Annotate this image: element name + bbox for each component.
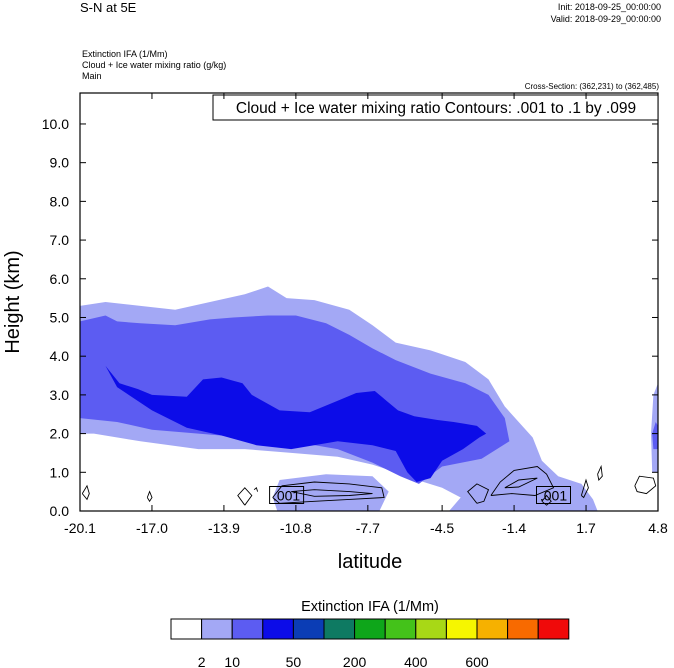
colorbar-box-0 bbox=[170, 618, 203, 640]
contour-line-0-5 bbox=[291, 489, 373, 497]
init-time: Init: 2018-09-25_00:00:00 bbox=[557, 2, 661, 12]
x-tick-label-8: 4.8 bbox=[648, 520, 668, 536]
contour-line-0-0 bbox=[81, 484, 90, 501]
colorbar-box-4 bbox=[292, 618, 325, 640]
colorbar-label-2: 50 bbox=[286, 654, 302, 668]
valid-time: Valid: 2018-09-29_00:00:00 bbox=[550, 14, 661, 24]
chart-title: Cloud + Ice water mixing ratio Contours:… bbox=[236, 100, 636, 117]
x-tick-label-2: -13.9 bbox=[208, 520, 240, 536]
colorbar-box-11 bbox=[507, 618, 539, 640]
contour-labels: .001 .001 bbox=[269, 486, 571, 504]
colorbar-label-0: 2 bbox=[198, 654, 206, 668]
colorbar-title: Extinction IFA (1/Mm) bbox=[301, 599, 439, 615]
fill-level-10-region-1 bbox=[652, 422, 658, 450]
contour-label-0: .001 bbox=[273, 488, 300, 504]
field-line-main: Main bbox=[82, 71, 102, 81]
colorbar-label-4: 400 bbox=[404, 654, 428, 668]
y-tick-label-1: 1.0 bbox=[50, 464, 70, 480]
y-tick-label-9: 9.0 bbox=[50, 155, 70, 171]
y-axis-label: Height (km) bbox=[2, 250, 24, 353]
x-tick-label-5: -4.5 bbox=[430, 520, 454, 536]
x-tick-label-3: -10.8 bbox=[280, 520, 312, 536]
contour-line-0-1 bbox=[146, 490, 153, 503]
contour-line-0-6 bbox=[467, 483, 490, 504]
colorbar-box-7 bbox=[384, 618, 417, 640]
contour-lines bbox=[81, 464, 657, 506]
colorbar: Extinction IFA (1/Mm) 2 10 50 200 400 600 bbox=[170, 599, 570, 668]
main-title: S-N at 5E bbox=[80, 0, 137, 15]
contour-label-box-1 bbox=[536, 486, 571, 504]
contour-label-box-0 bbox=[269, 486, 305, 504]
colorbar-box-3 bbox=[262, 618, 294, 640]
contour-line-0-12 bbox=[634, 475, 657, 495]
y-tick-label-4: 4.0 bbox=[50, 348, 70, 364]
field-line-cloud-ice: Cloud + Ice water mixing ratio (g/kg) bbox=[82, 60, 227, 70]
y-tick-label-5: 5.0 bbox=[50, 309, 70, 325]
contour-line-0-8 bbox=[504, 477, 538, 489]
y-tick-label-3: 3.0 bbox=[50, 387, 70, 403]
contour-line-0-10 bbox=[580, 478, 589, 499]
colorbar-box-10 bbox=[476, 618, 509, 640]
contour-line-0-4 bbox=[272, 481, 385, 504]
colorbar-label-1: 10 bbox=[224, 654, 240, 668]
filled-contours bbox=[80, 286, 658, 511]
y-tick-label-6: 6.0 bbox=[50, 271, 70, 287]
y-tick-label-2: 2.0 bbox=[50, 426, 70, 442]
colorbar-label-5: 600 bbox=[465, 654, 489, 668]
colorbar-box-2 bbox=[231, 618, 264, 640]
colorbar-box-5 bbox=[323, 618, 356, 640]
colorbar-box-12 bbox=[537, 618, 570, 640]
x-axis-label: latitude bbox=[338, 551, 403, 573]
x-tick-label-4: -7.7 bbox=[356, 520, 380, 536]
x-tick-label-7: 1.7 bbox=[576, 520, 596, 536]
y-axis: 0.0 1.0 2.0 3.0 4.0 5.0 6.0 7.0 8.0 9.0 10.0 bbox=[42, 116, 658, 519]
x-tick-label-0: -20.1 bbox=[64, 520, 96, 536]
contour-line-0-11 bbox=[597, 464, 603, 481]
chart-title-box: Cloud + Ice water mixing ratio Contours:… bbox=[212, 94, 659, 121]
cross-section-label: Cross-Section: (362,231) to (362,485) bbox=[524, 82, 659, 91]
contour-label-1: .001 bbox=[540, 488, 567, 504]
colorbar-box-6 bbox=[354, 618, 386, 640]
y-tick-label-0: 0.0 bbox=[50, 503, 70, 519]
y-tick-label-10: 10.0 bbox=[42, 116, 69, 132]
colorbar-label-3: 200 bbox=[343, 654, 367, 668]
contour-line-0-2 bbox=[237, 487, 253, 506]
colorbar-box-8 bbox=[415, 618, 447, 640]
x-tick-label-1: -17.0 bbox=[136, 520, 168, 536]
y-tick-label-7: 7.0 bbox=[50, 232, 70, 248]
fill-level-50-region-0 bbox=[105, 365, 487, 482]
contour-line-0-7 bbox=[490, 466, 555, 496]
field-line-extinction: Extinction IFA (1/Mm) bbox=[82, 49, 168, 59]
colorbar-box-9 bbox=[445, 618, 478, 640]
contour-line-0-3 bbox=[253, 487, 259, 492]
x-axis: -20.1 -17.0 -13.9 -10.8 -7.7 -4.5 -1.4 1.7 4.8 bbox=[64, 93, 668, 536]
x-tick-label-6: -1.4 bbox=[502, 520, 526, 536]
y-tick-label-8: 8.0 bbox=[50, 193, 70, 209]
plot-frame bbox=[79, 92, 659, 512]
colorbar-box-1 bbox=[201, 618, 233, 640]
